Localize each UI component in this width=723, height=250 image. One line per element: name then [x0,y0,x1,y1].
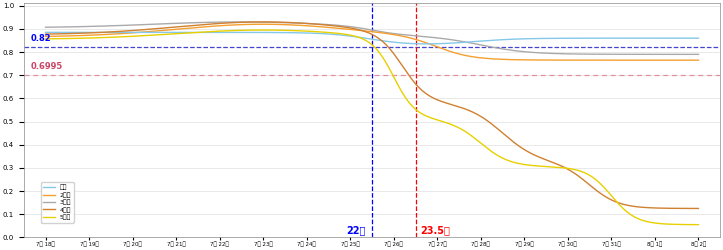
Text: 23.5일: 23.5일 [420,225,450,235]
Text: 0.82: 0.82 [30,34,51,43]
Text: 22일: 22일 [346,225,365,235]
Legend: 대화, 2주간, 3주간, 4주간, 5주간: 대화, 2주간, 3주간, 4주간, 5주간 [40,182,74,223]
Text: 0.6995: 0.6995 [30,62,63,71]
